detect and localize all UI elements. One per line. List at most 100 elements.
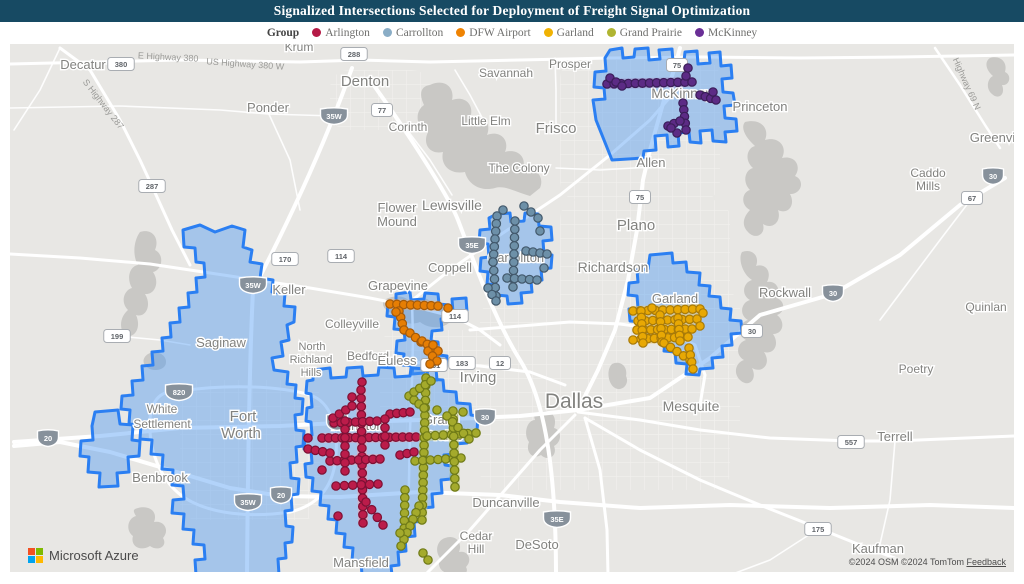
- intersection-dot[interactable]: [628, 335, 638, 345]
- intersection-dot[interactable]: [683, 332, 693, 342]
- intersection-dot[interactable]: [681, 125, 691, 135]
- intersection-dot[interactable]: [356, 426, 367, 437]
- legend-item-mckinney[interactable]: McKinney: [695, 27, 757, 39]
- intersection-dot[interactable]: [687, 324, 697, 334]
- intersection-dot[interactable]: [339, 480, 350, 491]
- intersection-dot[interactable]: [666, 123, 676, 133]
- intersection-dot[interactable]: [683, 63, 693, 73]
- intersection-dot[interactable]: [405, 407, 415, 417]
- intersection-dot[interactable]: [533, 213, 543, 223]
- intersection-dot[interactable]: [425, 359, 435, 369]
- intersection-dot[interactable]: [489, 274, 500, 284]
- intersection-dot[interactable]: [471, 428, 481, 438]
- intersection-dot[interactable]: [340, 432, 350, 443]
- map-canvas[interactable]: E Highway 380 US Highway 380 WS Highway 2…: [10, 44, 1014, 572]
- intersection-dot[interactable]: [356, 435, 367, 445]
- intersection-dot[interactable]: [340, 416, 350, 426]
- intersection-dot[interactable]: [464, 434, 474, 444]
- intersection-dot[interactable]: [325, 448, 335, 458]
- intersection-dot[interactable]: [509, 249, 519, 259]
- intersection-dot[interactable]: [419, 403, 429, 413]
- intersection-dot[interactable]: [357, 377, 367, 387]
- intersection-dot[interactable]: [357, 443, 367, 453]
- intersection-dot[interactable]: [447, 416, 458, 427]
- intersection-dot[interactable]: [347, 480, 358, 490]
- intersection-dot[interactable]: [430, 430, 440, 441]
- intersection-dot[interactable]: [358, 509, 368, 520]
- intersection-dot[interactable]: [373, 479, 383, 489]
- intersection-dot[interactable]: [378, 520, 388, 530]
- intersection-dot[interactable]: [449, 473, 460, 484]
- intersection-dot[interactable]: [498, 205, 508, 215]
- intersection-dot[interactable]: [347, 392, 357, 402]
- intersection-dot[interactable]: [509, 224, 520, 235]
- legend-item-grand-prairie[interactable]: Grand Prairie: [606, 27, 682, 39]
- intersection-dot[interactable]: [356, 401, 367, 412]
- intersection-dot[interactable]: [356, 385, 366, 395]
- intersection-dot[interactable]: [535, 226, 545, 236]
- intersection-dot[interactable]: [409, 447, 419, 457]
- intersection-dot[interactable]: [438, 430, 449, 440]
- intersection-dot[interactable]: [708, 87, 718, 97]
- intersection-dot[interactable]: [488, 265, 499, 276]
- intersection-dot[interactable]: [340, 449, 350, 460]
- intersection-dot[interactable]: [687, 77, 697, 87]
- intersection-dot[interactable]: [675, 116, 685, 126]
- intersection-dot[interactable]: [448, 431, 459, 442]
- intersection-dot[interactable]: [508, 265, 519, 276]
- intersection-dot[interactable]: [331, 481, 341, 491]
- intersection-dot[interactable]: [449, 448, 459, 458]
- intersection-dot[interactable]: [366, 504, 377, 515]
- intersection-dot[interactable]: [442, 411, 452, 421]
- intersection-dot[interactable]: [509, 241, 520, 251]
- intersection-dot[interactable]: [449, 439, 459, 450]
- intersection-dot[interactable]: [422, 431, 432, 441]
- intersection-dot[interactable]: [428, 340, 438, 350]
- intersection-dot[interactable]: [638, 338, 648, 348]
- intersection-dot[interactable]: [539, 263, 549, 273]
- intersection-dot[interactable]: [340, 424, 350, 435]
- intersection-dot[interactable]: [340, 441, 350, 451]
- intersection-dot[interactable]: [488, 249, 499, 260]
- intersection-dot[interactable]: [542, 249, 552, 259]
- intersection-dot[interactable]: [508, 282, 518, 292]
- intersection-dot[interactable]: [617, 81, 627, 91]
- intersection-dot[interactable]: [418, 548, 428, 558]
- legend-item-arlington[interactable]: Arlington: [312, 27, 370, 39]
- intersection-dot[interactable]: [449, 465, 460, 475]
- intersection-dot[interactable]: [509, 232, 520, 243]
- intersection-dot[interactable]: [375, 454, 385, 464]
- intersection-dot[interactable]: [380, 422, 390, 433]
- intersection-dot[interactable]: [357, 468, 368, 478]
- intersection-dot[interactable]: [672, 346, 682, 357]
- intersection-dot[interactable]: [340, 466, 350, 476]
- intersection-dot[interactable]: [491, 296, 501, 306]
- intersection-dot[interactable]: [672, 128, 682, 138]
- intersection-dot[interactable]: [358, 518, 368, 528]
- intersection-dot[interactable]: [449, 456, 460, 467]
- intersection-dot[interactable]: [675, 336, 685, 346]
- intersection-dot[interactable]: [333, 511, 343, 521]
- feedback-link[interactable]: Feedback: [966, 557, 1006, 567]
- intersection-dot[interactable]: [433, 301, 443, 311]
- intersection-dot[interactable]: [688, 364, 698, 374]
- intersection-dot[interactable]: [450, 482, 460, 492]
- intersection-dot[interactable]: [395, 528, 405, 538]
- intersection-dot[interactable]: [347, 401, 357, 411]
- intersection-dot[interactable]: [695, 321, 705, 331]
- intersection-dot[interactable]: [532, 275, 542, 285]
- intersection-dot[interactable]: [380, 431, 390, 442]
- intersection-dot[interactable]: [340, 457, 350, 468]
- intersection-dot[interactable]: [356, 393, 366, 404]
- intersection-dot[interactable]: [356, 479, 366, 490]
- intersection-dot[interactable]: [372, 416, 382, 426]
- intersection-dot[interactable]: [458, 428, 469, 439]
- intersection-dot[interactable]: [488, 257, 498, 267]
- legend-item-dfw-airport[interactable]: DFW Airport: [456, 27, 531, 39]
- intersection-dot[interactable]: [681, 71, 691, 81]
- intersection-dot[interactable]: [490, 234, 500, 244]
- intersection-dot[interactable]: [417, 515, 427, 525]
- intersection-dot[interactable]: [432, 405, 442, 415]
- intersection-dot[interactable]: [519, 201, 529, 211]
